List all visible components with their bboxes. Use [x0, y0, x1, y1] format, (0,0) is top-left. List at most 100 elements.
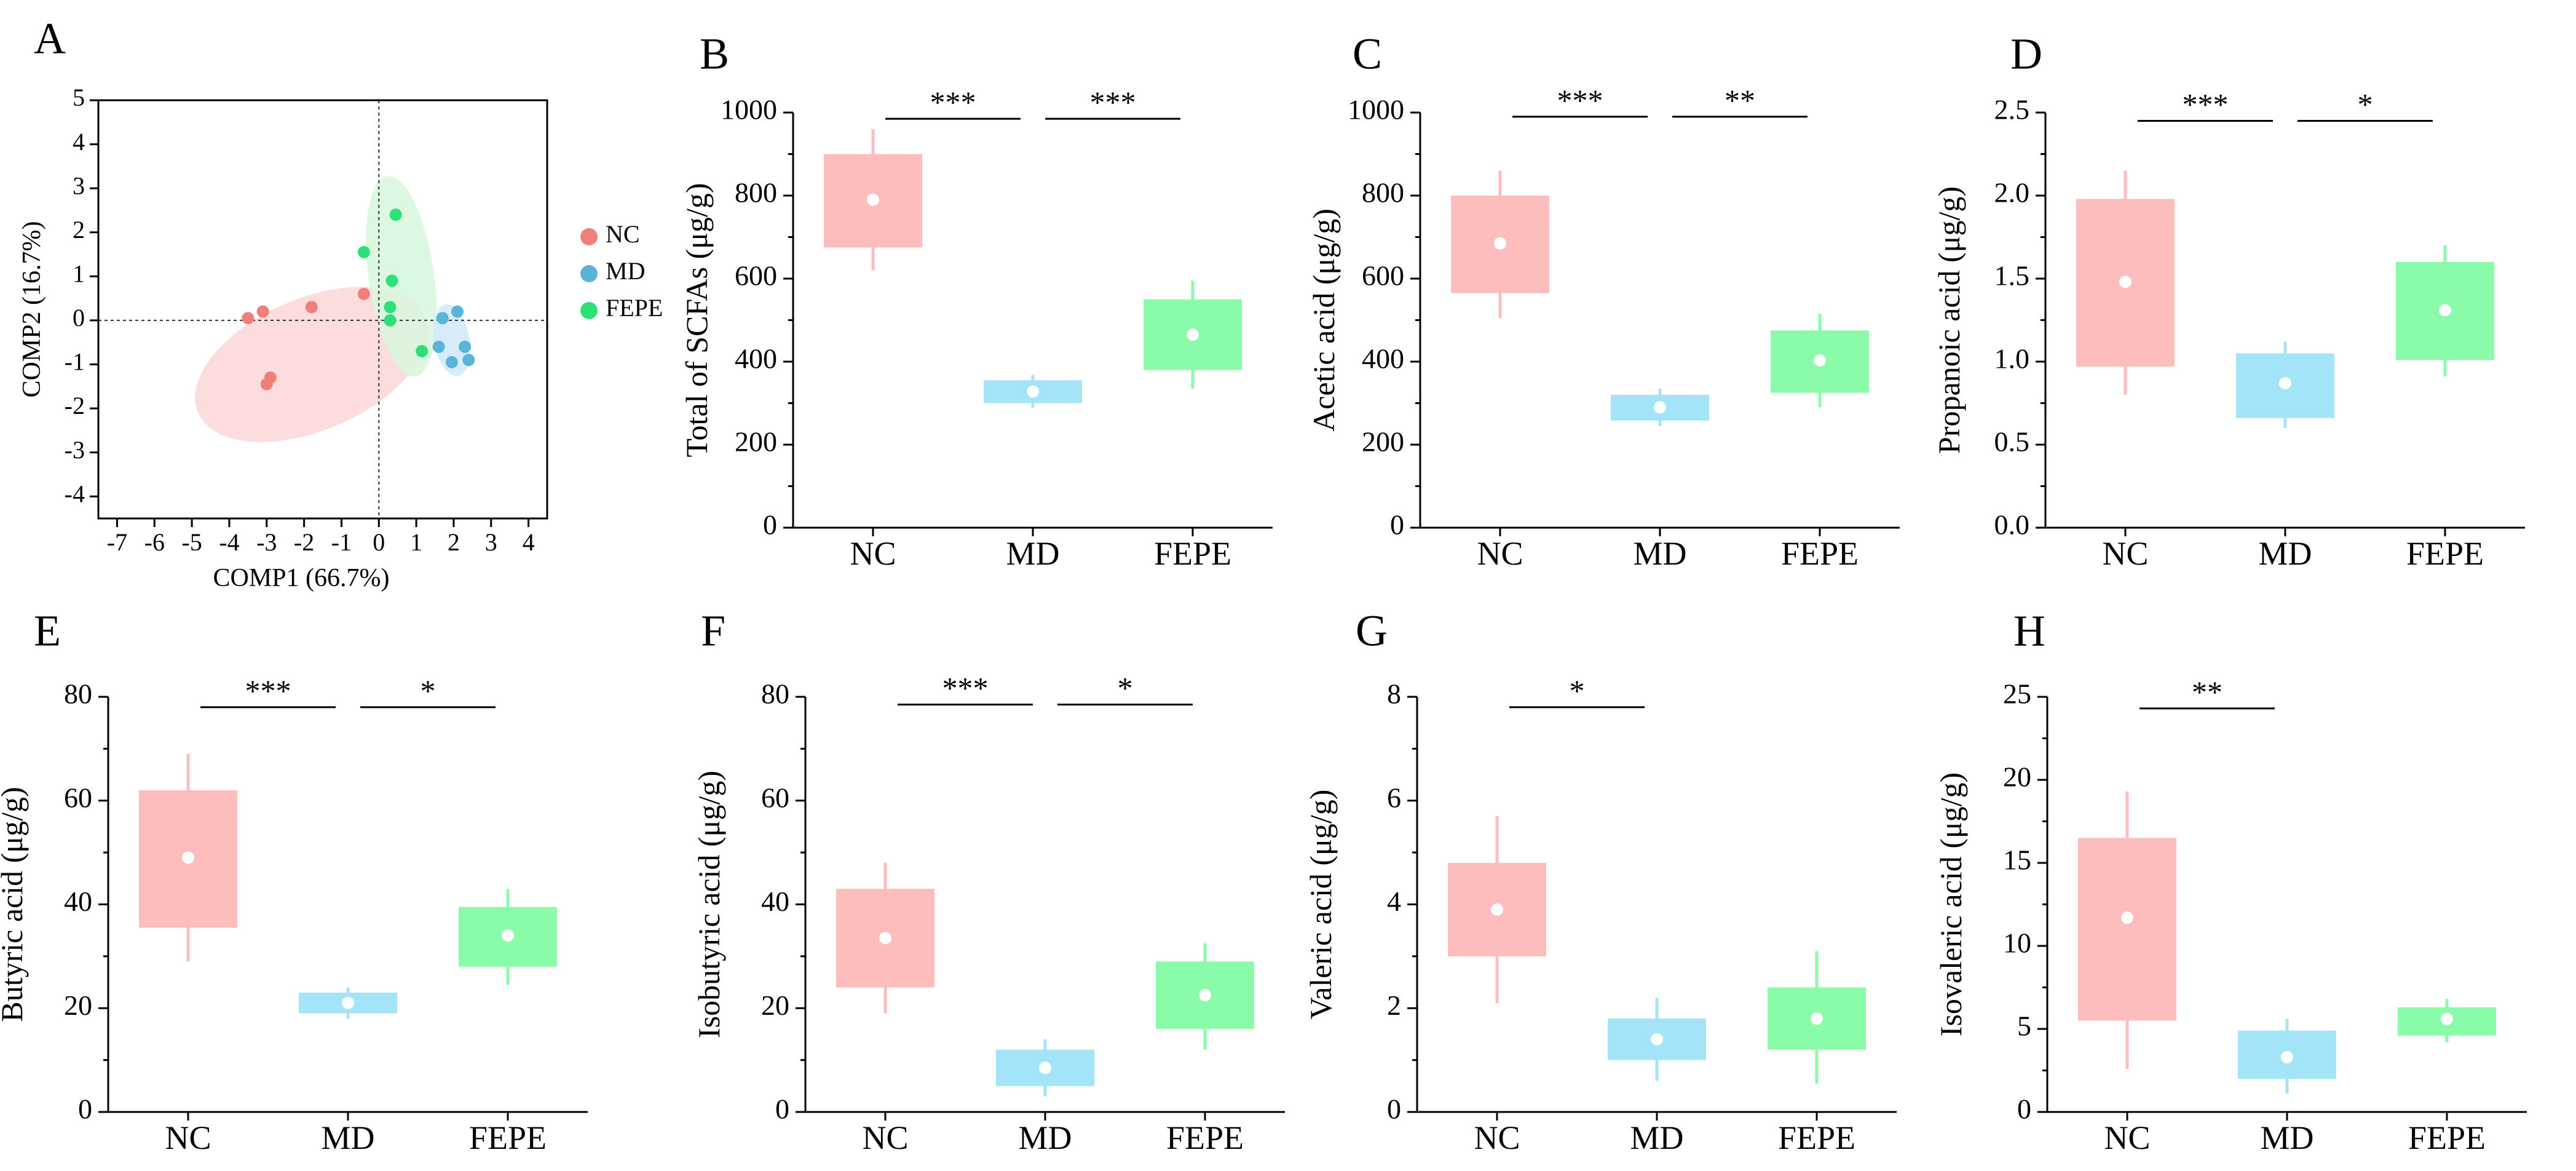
y-tick-label: 3: [73, 172, 85, 199]
y-tick-label: 5: [73, 84, 85, 111]
y-tick-label: 2: [73, 216, 85, 244]
panel-letter: E: [34, 606, 61, 656]
legend-label-fepe: FEPE: [606, 294, 663, 322]
y-tick-label: 20: [2003, 761, 2031, 793]
significance-label: ***: [1557, 83, 1603, 117]
x-tick-label-nc: NC: [850, 535, 896, 572]
y-tick-label: 1.5: [1994, 260, 2030, 292]
point-md: [445, 355, 458, 368]
mean-marker-nc: [1494, 237, 1506, 250]
mean-marker-nc: [1491, 903, 1503, 916]
y-tick-label: -4: [65, 480, 85, 507]
x-tick-label-fepe: FEPE: [1781, 535, 1859, 572]
significance-label: *: [1570, 673, 1585, 708]
y-tick-label: 0: [763, 509, 777, 541]
ellipse-group: [195, 176, 471, 442]
point-nc: [256, 305, 269, 318]
mean-marker-nc: [2121, 911, 2133, 924]
x-tick-label: 0: [373, 528, 385, 556]
mean-marker-fepe: [2439, 304, 2451, 317]
x-tick-label: -5: [181, 528, 202, 556]
y-tick-label: 0: [1387, 1094, 1401, 1125]
x-tick-label-md: MD: [2260, 1119, 2313, 1156]
point-fepe: [389, 208, 402, 221]
y-tick-label: 800: [735, 177, 777, 208]
significance-label: ***: [930, 85, 976, 119]
mean-marker-fepe: [1199, 989, 1211, 1002]
y-tick-label: 80: [761, 678, 789, 710]
y-tick-label: -3: [65, 436, 85, 464]
y-tick-label: 15: [2003, 844, 2031, 876]
y-tick-label: 10: [2003, 927, 2031, 959]
x-tick-label: -6: [144, 528, 165, 556]
x-tick-label: -2: [294, 528, 314, 556]
point-md: [451, 305, 464, 318]
mean-marker-md: [342, 996, 354, 1009]
legend-marker-fepe: [580, 302, 598, 319]
panel-d-propanoic-acid: D 0.0 0.5 1.0 1.5 2.0 2.5 NC MD FEPE Propanoic aci…: [1932, 30, 2525, 572]
y-tick-label: 200: [1362, 426, 1404, 458]
x-tick-label: -7: [107, 528, 127, 556]
panel-a-pca-plot: A-7 -6 -5 -4 -3 -2 -1 0 1 2 3 4543210-1-2-3-4COMP1 …: [18, 14, 663, 592]
point-md: [459, 340, 472, 353]
point-nc: [242, 312, 255, 325]
y-tick-label: 2.5: [1994, 94, 2030, 125]
x-tick-label: -3: [256, 528, 277, 556]
significance-label: **: [2192, 675, 2222, 709]
y-tick-label: -1: [65, 348, 85, 376]
y-tick-label: 2.0: [1994, 177, 2030, 208]
y-tick-label: 600: [1362, 260, 1404, 292]
y-axis-title: Isovaleric acid (μg/g): [1934, 772, 1968, 1036]
significance-label: ***: [1090, 85, 1136, 119]
y-tick-label: 600: [735, 260, 777, 292]
panel-letter: F: [701, 606, 725, 656]
significance-label: **: [1725, 83, 1755, 117]
y-axis-title: Butyric acid (μg/g): [0, 787, 29, 1022]
x-axis-title: COMP1 (66.7%): [213, 564, 389, 592]
panel-b-total-scfas: B 0 200 400 600 800 1000 NC MD FEPE Total of SCFAs…: [679, 30, 1273, 572]
panel-letter: B: [700, 30, 729, 79]
y-tick-label: 20: [64, 990, 92, 1021]
y-tick-label: 1000: [721, 94, 777, 125]
x-tick-label-fepe: FEPE: [1778, 1119, 1855, 1156]
y-tick-label: 0: [2017, 1094, 2031, 1125]
panel-g-valeric-acid: G 0 2 4 6 8 NC MD FEPE Valeric acid (μg/g) *: [1303, 606, 1897, 1156]
mean-marker-md: [1027, 385, 1039, 398]
point-md: [432, 340, 445, 353]
x-tick-label-md: MD: [1630, 1119, 1683, 1156]
significance-label: ***: [942, 671, 989, 705]
y-axis-title: COMP2 (16.7%): [18, 221, 46, 397]
x-tick-label: -1: [331, 528, 352, 556]
panel-letter: G: [1356, 606, 1388, 656]
panel-letter: H: [2013, 606, 2045, 656]
panel-letter: C: [1353, 30, 1382, 79]
mean-marker-fepe: [2441, 1012, 2453, 1025]
panel-letter: A: [34, 14, 66, 63]
point-fepe: [357, 245, 370, 258]
x-tick-label: 3: [485, 528, 497, 556]
confidence-ellipse-nc: [195, 287, 429, 442]
point-md: [436, 312, 449, 325]
mean-marker-nc: [867, 193, 879, 206]
significance-label: *: [2358, 87, 2373, 122]
x-tick-label-nc: NC: [862, 1119, 908, 1156]
legend-label-md: MD: [606, 257, 645, 285]
legend-marker-nc: [580, 228, 598, 245]
y-tick-label: 4: [73, 128, 85, 156]
x-tick-label-fepe: FEPE: [1166, 1119, 1244, 1156]
x-tick-label: 1: [410, 528, 422, 556]
mean-marker-md: [1651, 1033, 1663, 1046]
x-tick-label-md: MD: [2258, 535, 2312, 572]
y-tick-label: 0: [73, 304, 85, 331]
y-tick-label: 2: [1387, 990, 1401, 1021]
panel-c-acetic-acid: C 0 200 400 600 800 1000 NC MD FEPE Acetic acid (μ…: [1306, 30, 1900, 572]
mean-marker-fepe: [1814, 354, 1826, 367]
y-tick-label: 40: [64, 886, 92, 917]
x-tick-label-fepe: FEPE: [2408, 1119, 2486, 1156]
x-tick-label-md: MD: [321, 1119, 374, 1156]
mean-marker-md: [1654, 401, 1666, 414]
x-tick-label: 2: [448, 528, 460, 556]
y-tick-label: 1.0: [1994, 343, 2030, 375]
y-axis-title: Acetic acid (μg/g): [1306, 208, 1341, 432]
